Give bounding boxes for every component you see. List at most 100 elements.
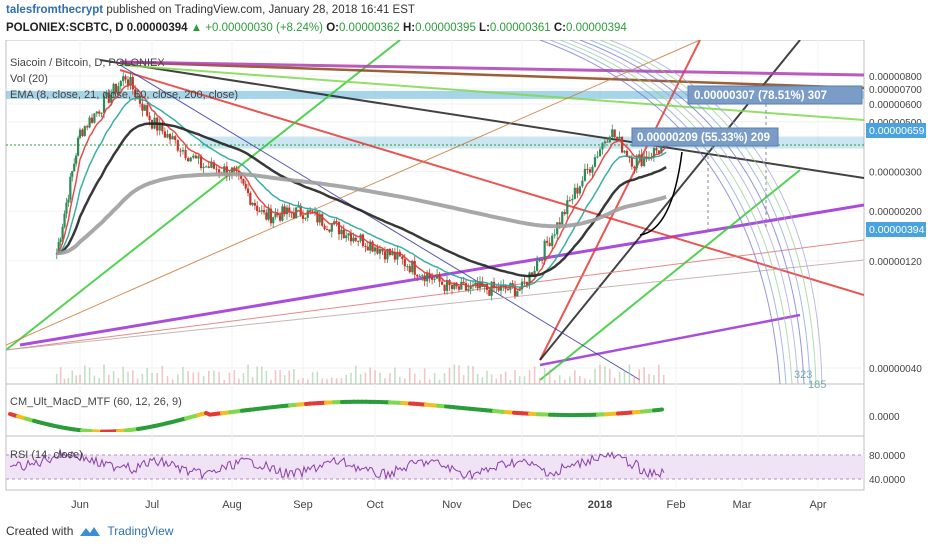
candle-body <box>458 286 460 289</box>
tradingview-brand-link[interactable]: TradingView <box>107 524 173 538</box>
rsi-tick-label: 80.0000 <box>869 451 906 462</box>
candle-body <box>416 275 418 277</box>
candle-body <box>345 235 347 238</box>
candle-body <box>79 130 81 138</box>
candle-body <box>326 229 328 230</box>
volume-bar <box>266 371 268 384</box>
volume-bar <box>89 367 91 384</box>
volume-bar <box>634 376 636 384</box>
candle-body <box>367 247 369 251</box>
candle-body <box>205 166 207 167</box>
symbol-label[interactable]: POLONIEX:SCBTC, D <box>6 22 124 34</box>
rsi-title: RSI (14, close) <box>10 449 83 461</box>
close-value: 0.00000394 <box>566 22 627 34</box>
volume-bar <box>218 372 220 384</box>
candle-body <box>274 213 276 217</box>
candle-body <box>84 126 86 136</box>
candle-body <box>67 199 69 202</box>
candle-body <box>122 76 124 81</box>
candle-body <box>73 164 75 171</box>
candle-body <box>279 215 281 220</box>
author-link[interactable]: talesfromthecrypt <box>6 4 103 16</box>
volume-bar <box>491 374 493 384</box>
volume-bar <box>454 365 456 384</box>
tag-185: 185 <box>808 379 826 391</box>
volume-bar <box>439 380 441 384</box>
measure-small[interactable]: 0.00000209 (55.33%) 209 <box>632 128 778 146</box>
candle-body <box>606 142 608 143</box>
volume-bar <box>399 377 401 384</box>
volume-bar <box>379 373 381 384</box>
volume-bar <box>113 371 115 384</box>
candle-body <box>631 158 633 167</box>
candle-body <box>364 246 366 247</box>
candle-body <box>215 169 217 170</box>
candle-body <box>424 275 426 281</box>
candle-body <box>551 236 553 246</box>
candle-body <box>179 151 181 152</box>
volume-bar <box>233 370 235 384</box>
candle-body <box>621 137 623 153</box>
high-value: 0.00000395 <box>415 22 476 34</box>
candle-body <box>91 118 93 123</box>
candle-body <box>376 247 378 253</box>
candle-body <box>609 137 611 142</box>
volume-bar <box>584 379 586 384</box>
volume-bar <box>663 375 665 384</box>
x-tick-label: Aug <box>222 499 242 511</box>
candle-body <box>426 274 428 282</box>
candle-body <box>516 291 518 296</box>
volume-bar <box>345 375 347 384</box>
candle-body <box>619 137 621 139</box>
volume-bar <box>182 367 184 384</box>
volume-bar <box>360 374 362 384</box>
volume-bar <box>68 378 70 384</box>
candle-body <box>195 156 197 159</box>
volume-bar <box>321 379 323 384</box>
x-tick-label: Oct <box>366 499 383 511</box>
candle-body <box>172 136 174 139</box>
candle-body <box>288 208 290 212</box>
candle-body <box>561 212 563 225</box>
volume-bar <box>409 368 411 384</box>
volume-bar <box>60 367 62 384</box>
volume-bar <box>549 370 551 384</box>
candle-body <box>441 282 443 285</box>
volume-bar <box>524 376 526 384</box>
candle-body <box>355 238 357 241</box>
candle-body <box>594 157 596 167</box>
candle-body <box>258 211 260 212</box>
volume-bar <box>539 378 541 384</box>
candle-body <box>197 156 199 158</box>
candle-body <box>331 224 333 231</box>
volume-bar <box>302 378 304 384</box>
candle-body <box>539 260 541 261</box>
candle-body <box>384 251 386 259</box>
price-tick-label: 0.00000200 <box>869 207 922 218</box>
tradingview-logo-icon[interactable] <box>79 524 101 538</box>
volume-bar <box>350 373 352 384</box>
volume-bar <box>223 380 225 384</box>
candle-body <box>75 156 77 164</box>
chart-svg[interactable]: 0.000008000.000007000.000006000.00000500… <box>0 40 932 554</box>
volume-bar <box>208 371 210 384</box>
volume-bar <box>198 372 200 384</box>
candle-body <box>77 138 79 156</box>
candle-body <box>549 243 551 246</box>
measure-big[interactable]: 0.00000307 (78.51%) 307 <box>688 86 862 104</box>
candle-body <box>623 151 625 153</box>
volume-bar <box>56 374 58 384</box>
candle-body <box>421 275 423 276</box>
candle-body <box>60 239 62 242</box>
volume-bar <box>614 378 616 384</box>
volume-bar <box>643 367 645 384</box>
volume-bar <box>374 370 376 384</box>
candle-body <box>245 184 247 189</box>
volume-bar <box>122 367 124 384</box>
volume-bar <box>238 379 240 384</box>
open-value: 0.00000362 <box>339 22 400 34</box>
candle-body <box>379 249 381 254</box>
volume-bar <box>653 375 655 384</box>
volume-bar <box>151 373 153 384</box>
open-label: O: <box>326 22 339 34</box>
